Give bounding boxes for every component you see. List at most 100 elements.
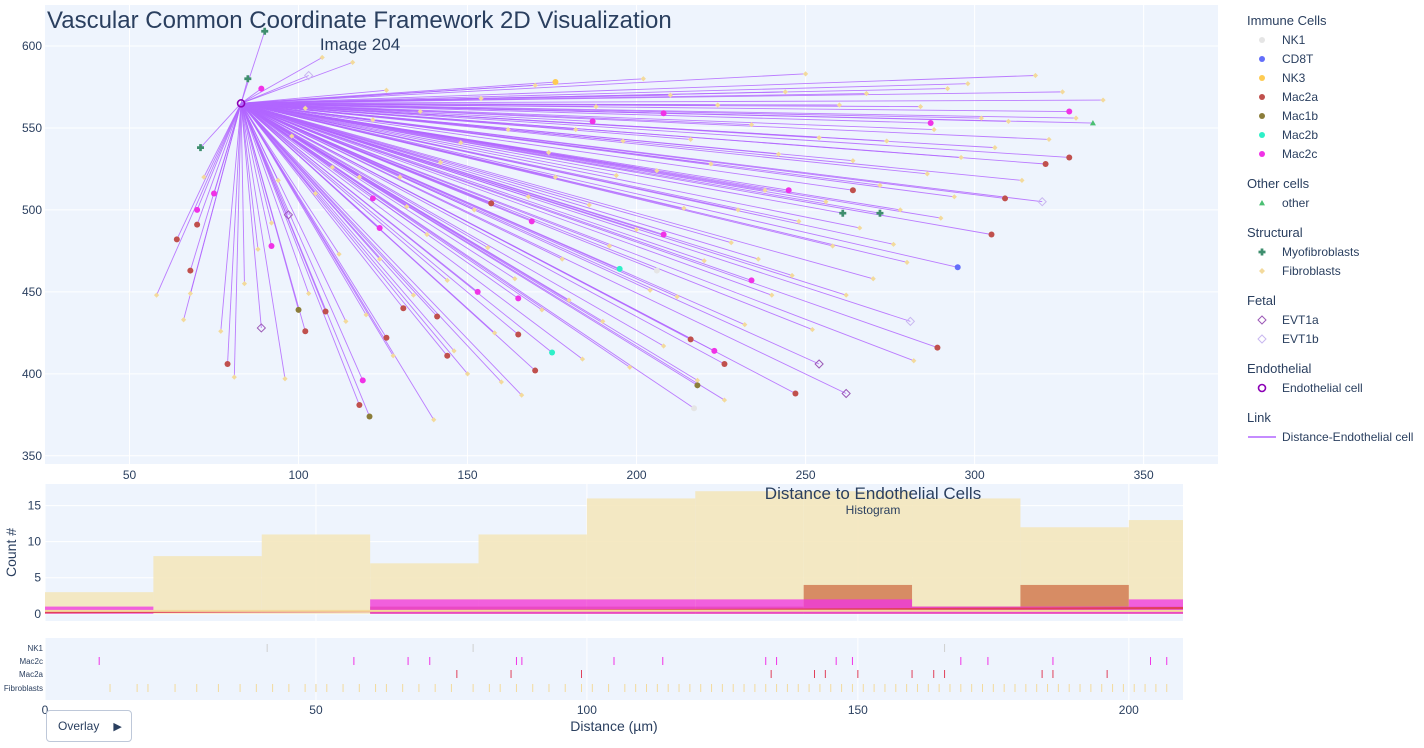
legend-marker-icon bbox=[1259, 75, 1265, 81]
link-line bbox=[240, 102, 772, 296]
scatter-point bbox=[1046, 136, 1052, 143]
scatter-point bbox=[927, 120, 934, 127]
link-line bbox=[240, 103, 259, 250]
y-tick-label: 600 bbox=[22, 39, 42, 53]
legend-group-title: Other cells bbox=[1247, 176, 1310, 191]
link-line bbox=[240, 103, 272, 224]
scatter-point bbox=[586, 202, 592, 208]
link-line bbox=[240, 103, 370, 417]
link-line bbox=[240, 102, 847, 394]
link-line bbox=[241, 78, 644, 104]
scatter-point bbox=[1066, 154, 1073, 161]
link-line bbox=[240, 102, 914, 362]
series-endothelial-cell bbox=[236, 99, 246, 108]
x-tick-label: 200 bbox=[1119, 703, 1139, 717]
legend-item-label: Mac2a bbox=[1282, 90, 1318, 104]
scatter-point bbox=[843, 292, 849, 298]
scatter-point bbox=[519, 392, 525, 398]
scatter-point bbox=[775, 151, 782, 157]
x-tick-label: 200 bbox=[627, 468, 647, 482]
scatter-point bbox=[830, 243, 836, 249]
scatter-point bbox=[356, 401, 363, 408]
legend-item[interactable]: Endothelial cell bbox=[1257, 381, 1363, 395]
link-line bbox=[240, 102, 664, 347]
legend-item[interactable]: NK1 bbox=[1259, 33, 1306, 47]
link-line bbox=[240, 103, 435, 420]
scatter-point bbox=[201, 174, 207, 180]
legend-item[interactable]: Mac2a bbox=[1259, 90, 1318, 104]
scatter-point bbox=[478, 95, 484, 102]
link-line bbox=[240, 102, 820, 365]
scatter-point bbox=[369, 195, 376, 202]
scatter-point bbox=[965, 81, 971, 87]
legend-item[interactable]: Mac2b bbox=[1259, 128, 1318, 142]
link-line bbox=[196, 103, 242, 211]
scatter-point bbox=[244, 75, 252, 83]
scatter-point bbox=[667, 92, 673, 98]
link-line bbox=[240, 102, 725, 401]
scatter-point bbox=[1073, 115, 1079, 121]
legend-item[interactable]: EVT1a bbox=[1257, 313, 1319, 327]
scatter-point bbox=[488, 200, 495, 207]
legend-item[interactable]: EVT1b bbox=[1257, 332, 1319, 346]
scatter-point bbox=[816, 135, 822, 141]
scatter-point bbox=[951, 194, 957, 200]
legend-item-label: Endothelial cell bbox=[1282, 381, 1363, 395]
scatter-gridlines: 50 100 150 200 250 300 350 350 400 450 500 550 600 bbox=[22, 5, 1218, 482]
legend-item[interactable]: CD8T bbox=[1259, 52, 1314, 66]
density-curve bbox=[44, 609, 1184, 613]
scatter-point bbox=[841, 388, 851, 399]
x-tick-label: 300 bbox=[965, 468, 985, 482]
scatter-point bbox=[363, 312, 369, 318]
link-line bbox=[240, 103, 414, 296]
scatter-point bbox=[303, 70, 314, 81]
rug-gridlines: 0 50 100 150 200 bbox=[42, 638, 1139, 717]
scatter-point bbox=[552, 174, 559, 180]
legend-item[interactable]: Fibroblasts bbox=[1259, 264, 1341, 278]
legend-item[interactable]: Mac2c bbox=[1259, 147, 1317, 161]
scatter-point bbox=[688, 136, 694, 143]
scatter-point bbox=[633, 226, 640, 233]
link-line bbox=[241, 102, 995, 149]
scatter-point bbox=[417, 108, 423, 115]
scatter-point bbox=[187, 290, 193, 297]
scatter-point bbox=[336, 251, 342, 257]
scatter-point bbox=[796, 218, 802, 224]
scatter-point bbox=[589, 118, 596, 125]
scatter-point bbox=[870, 276, 876, 282]
link-line bbox=[240, 102, 428, 235]
link-line bbox=[240, 103, 310, 294]
scatter-point bbox=[410, 292, 417, 298]
legend-item[interactable]: Myofibroblasts bbox=[1258, 245, 1360, 259]
scatter-point bbox=[694, 382, 701, 389]
series-nk3 bbox=[552, 79, 559, 86]
scatter-point bbox=[938, 215, 944, 221]
legend-item[interactable]: Mac1b bbox=[1259, 109, 1318, 123]
scatter-point bbox=[579, 356, 586, 362]
legend-item[interactable]: other bbox=[1259, 196, 1309, 210]
scatter-point bbox=[515, 331, 522, 338]
scatter-point bbox=[789, 272, 795, 279]
scatter-point bbox=[370, 117, 376, 123]
legend-item[interactable]: Distance-Endothelial cell bbox=[1248, 430, 1413, 444]
link-line bbox=[240, 102, 847, 296]
chart-subtitle: Image 204 bbox=[320, 35, 400, 54]
link-line bbox=[203, 103, 242, 178]
legend-item-label: Mac2b bbox=[1282, 128, 1318, 142]
link-line bbox=[240, 102, 759, 260]
scatter-point bbox=[755, 256, 761, 262]
scatter-point bbox=[674, 294, 680, 300]
rug-row-nk1: NK1 bbox=[27, 644, 946, 653]
scatter-point bbox=[708, 161, 714, 167]
link-line bbox=[241, 89, 387, 104]
overlay-button[interactable]: Overlay ▶ bbox=[46, 710, 132, 742]
scatter-point bbox=[782, 89, 788, 95]
scatter-point bbox=[687, 336, 694, 343]
link-line bbox=[241, 102, 962, 158]
link-line bbox=[240, 103, 495, 334]
legend-marker-icon bbox=[1259, 56, 1265, 62]
scatter-point bbox=[748, 122, 755, 128]
legend-item[interactable]: NK3 bbox=[1259, 71, 1306, 85]
histogram-bar bbox=[695, 491, 804, 614]
scatter-point bbox=[600, 318, 606, 324]
